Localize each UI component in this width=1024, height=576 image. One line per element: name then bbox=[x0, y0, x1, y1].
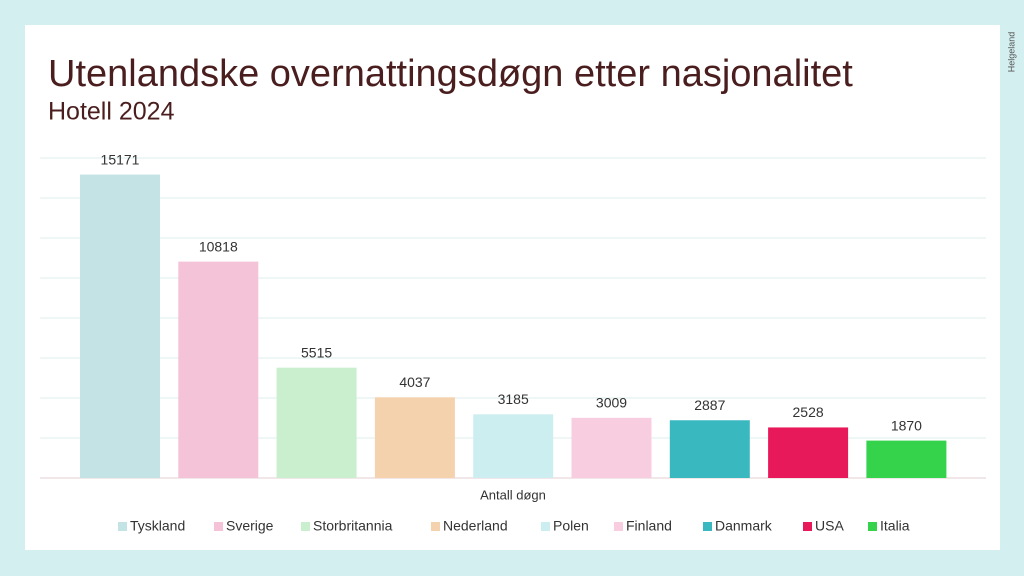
bar bbox=[80, 174, 160, 478]
bar bbox=[374, 397, 455, 478]
x-tick-label: Antall døgn bbox=[480, 487, 546, 502]
bar bbox=[178, 261, 259, 478]
value-label: 3185 bbox=[498, 391, 529, 407]
legend-swatch bbox=[214, 522, 223, 531]
legend-swatch bbox=[803, 522, 812, 531]
chart-title: Utenlandske overnattingsdøgn etter nasjo… bbox=[48, 53, 853, 95]
value-label: 5515 bbox=[301, 344, 332, 360]
legend-swatch bbox=[703, 522, 712, 531]
legend-label: Tyskland bbox=[130, 518, 185, 534]
bar bbox=[473, 414, 554, 478]
bar bbox=[669, 420, 750, 478]
legend-label: Polen bbox=[553, 518, 589, 534]
value-label: 4037 bbox=[399, 374, 430, 390]
value-label: 15171 bbox=[101, 151, 140, 167]
legend-swatch bbox=[868, 522, 877, 531]
chart-subtitle: Hotell 2024 bbox=[48, 98, 175, 126]
bar bbox=[768, 427, 849, 478]
legend-label: Italia bbox=[880, 518, 910, 534]
legend-label: Danmark bbox=[715, 518, 773, 534]
legend-label: Storbritannia bbox=[313, 518, 393, 534]
value-label: 3009 bbox=[596, 395, 627, 411]
legend-swatch bbox=[614, 522, 623, 531]
legend-label: USA bbox=[815, 518, 844, 534]
legend-swatch bbox=[118, 522, 127, 531]
brand: Helgeland bbox=[1006, 32, 1016, 73]
legend-swatch bbox=[431, 522, 440, 531]
value-label: 2528 bbox=[793, 404, 824, 420]
legend-swatch bbox=[301, 522, 310, 531]
value-label: 2887 bbox=[694, 397, 725, 413]
legend-label: Sverige bbox=[226, 518, 274, 534]
value-label: 10818 bbox=[199, 238, 238, 254]
legend-label: Nederland bbox=[443, 518, 508, 534]
legend-label: Finland bbox=[626, 518, 672, 534]
value-label: 1870 bbox=[891, 417, 922, 433]
legend-swatch bbox=[541, 522, 550, 531]
bar bbox=[571, 417, 652, 478]
bar bbox=[276, 367, 357, 478]
bar bbox=[866, 440, 947, 478]
